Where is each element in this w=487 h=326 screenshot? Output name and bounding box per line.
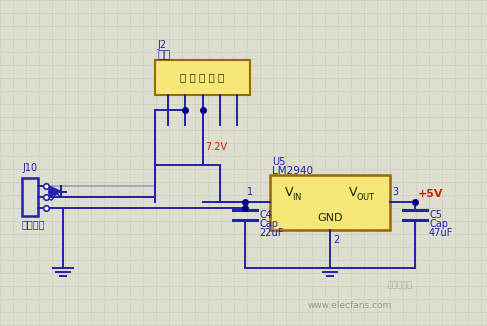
Text: C5: C5 (429, 210, 442, 220)
Polygon shape (49, 186, 61, 197)
Text: 22uF: 22uF (259, 228, 283, 238)
Text: 开关: 开关 (157, 50, 170, 60)
Bar (22, 178, 38, 216)
Text: $\mathregular{V}$: $\mathregular{V}$ (348, 186, 358, 200)
Text: U5: U5 (272, 157, 285, 167)
Text: www.elecfans.com: www.elecfans.com (308, 301, 392, 309)
Text: Cap: Cap (259, 219, 278, 229)
Bar (270, 175, 390, 230)
Text: 2: 2 (333, 235, 339, 245)
Text: 电源接头: 电源接头 (22, 219, 45, 229)
Text: Cap: Cap (429, 219, 448, 229)
Text: $\mathregular{V}$: $\mathregular{V}$ (284, 186, 295, 200)
Text: $\mathregular{IN}$: $\mathregular{IN}$ (292, 190, 302, 201)
Text: 一 二 三 四 五: 一 二 三 四 五 (180, 72, 225, 82)
Text: $\mathregular{OUT}$: $\mathregular{OUT}$ (356, 190, 375, 201)
Text: 7.2V: 7.2V (206, 142, 227, 152)
Bar (155, 60, 250, 95)
Text: +5V: +5V (418, 189, 444, 199)
Text: 47uF: 47uF (429, 228, 453, 238)
Text: LM2940: LM2940 (272, 166, 313, 176)
Text: 1: 1 (247, 187, 253, 197)
Text: 3: 3 (392, 187, 398, 197)
Text: GND: GND (317, 213, 343, 223)
Text: 电子发烧友: 电子发烧友 (388, 280, 412, 289)
Text: J2: J2 (157, 40, 166, 50)
Text: J10: J10 (22, 163, 37, 173)
Text: C4: C4 (259, 210, 272, 220)
